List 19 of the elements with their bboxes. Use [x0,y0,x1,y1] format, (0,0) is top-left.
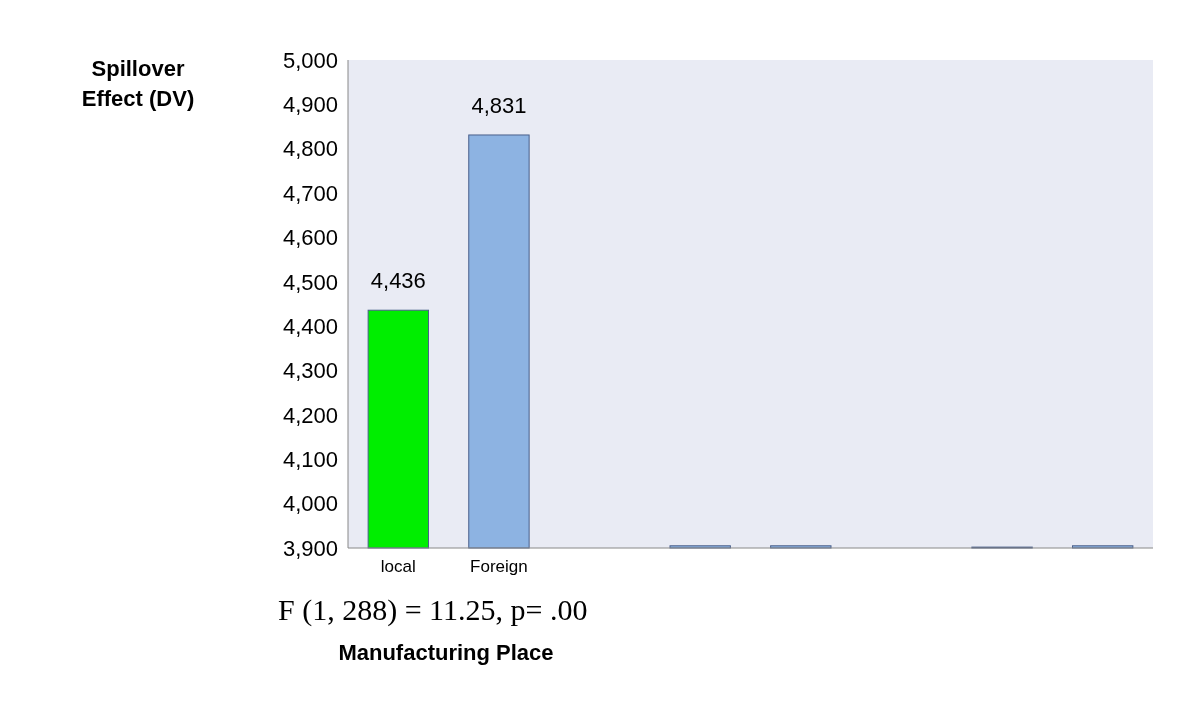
y-axis-title: Spillover Effect (DV) [81,56,195,111]
x-axis-title: Manufacturing Place [338,640,554,665]
y-tick-label: 4,600 [282,225,338,251]
text: F (1, 288) = 11.25, p= .00 [278,593,588,627]
y-tick-label: 4,500 [282,269,338,295]
y-tick-label: 4,400 [282,313,338,339]
y-tick-label: 4,000 [282,491,338,517]
y-tick-label: 4,700 [282,180,338,206]
x-tick-label: local [380,557,416,576]
y-tick-label: 4,100 [282,446,338,472]
x-tick-label: Foreign [470,557,528,576]
data-label: 4,436 [370,268,426,294]
y-tick-label: 5,000 [282,47,338,73]
y-tick-label: 4,300 [282,358,338,384]
y-tick-label: 3,900 [282,535,338,561]
y-tick-label: 4,200 [282,402,338,428]
y-tick-label: 4,800 [282,136,338,162]
data-label: 4,831 [471,92,527,118]
y-tick-label: 4,900 [282,92,338,118]
